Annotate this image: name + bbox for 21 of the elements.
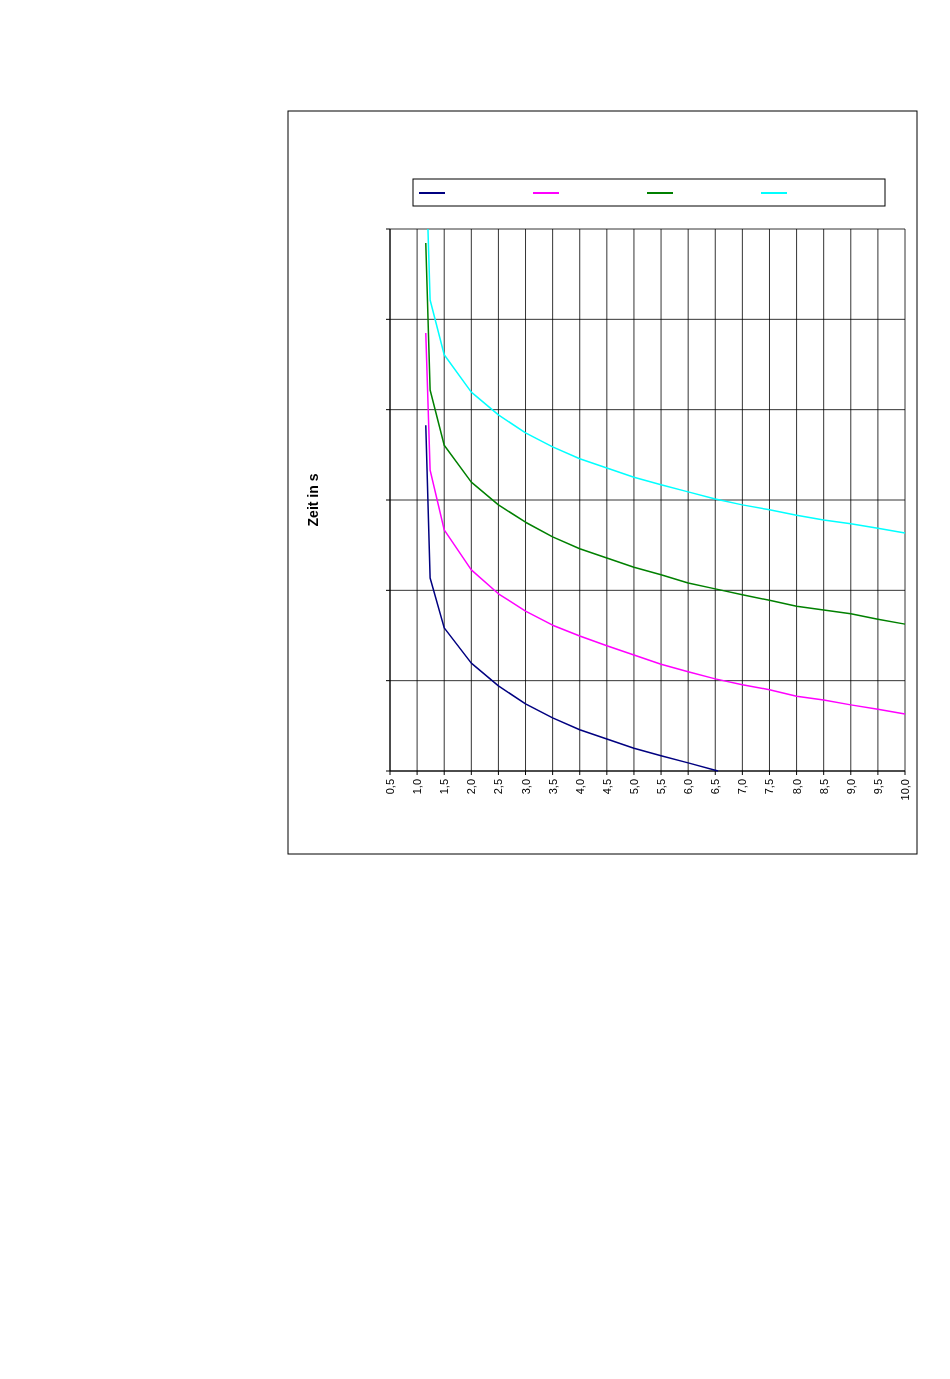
x-tick-label: 6,5	[709, 779, 722, 795]
x-tick-label: 4,5	[600, 779, 613, 795]
x-tick-label: 7,5	[763, 779, 776, 795]
x-tick-label: 5,5	[655, 779, 668, 795]
y-axis-title: Zeit in s	[305, 473, 321, 527]
x-tick-label: 2,5	[492, 779, 505, 795]
x-tick-label: 6,0	[682, 779, 695, 795]
x-tick-label: 8,0	[790, 779, 803, 795]
x-tick-label: 2,0	[465, 779, 478, 795]
x-tick-label: 3,5	[546, 779, 559, 795]
x-tick-label: 9,5	[871, 779, 884, 795]
x-tick-label: 10,0	[899, 779, 911, 801]
x-tick-label: 5,0	[627, 779, 640, 795]
x-tick-label: 8,5	[817, 779, 830, 795]
x-tick-label: 7,0	[736, 779, 749, 795]
x-tick-label: 9,0	[844, 779, 857, 795]
x-tick-label: 0,5	[384, 779, 396, 795]
x-tick-label: 1,0	[411, 779, 424, 795]
x-tick-label: 1,5	[438, 779, 451, 795]
x-tick-label: 4,0	[573, 779, 586, 795]
x-tick-label: 3,0	[519, 779, 532, 795]
